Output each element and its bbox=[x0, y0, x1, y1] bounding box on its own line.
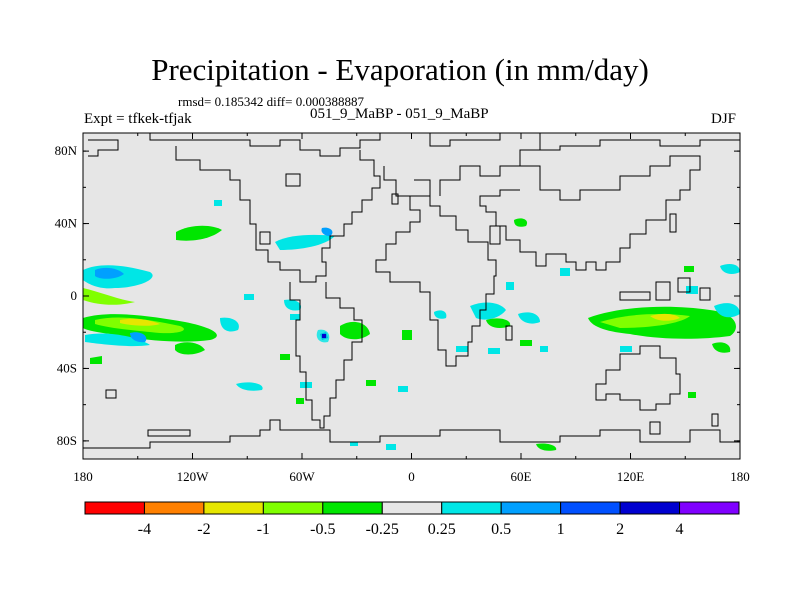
colorbar-label: 1 bbox=[557, 521, 565, 538]
colorbar-label: 4 bbox=[676, 521, 684, 538]
colorbar-label: -4 bbox=[138, 521, 151, 538]
lon-tick-label: 0 bbox=[408, 469, 415, 484]
map-title: Precipitation - Evaporation (in mm/day) bbox=[151, 52, 649, 87]
experiment-label: Expt = tfkek-tfjak bbox=[84, 111, 192, 127]
colorbar-swatch bbox=[679, 501, 740, 515]
colorbar-swatch bbox=[262, 501, 324, 515]
latitude-axis: 80N 40N 0 40S 80S bbox=[55, 143, 740, 448]
lon-tick-label: 120W bbox=[177, 469, 210, 484]
lon-tick-label: 180 bbox=[730, 469, 750, 484]
colorbar-label: -1 bbox=[257, 521, 270, 538]
lon-tick-label: 60E bbox=[511, 469, 532, 484]
lon-tick-label: 60W bbox=[289, 469, 315, 484]
coastlines bbox=[83, 133, 740, 449]
colorbar-label: 0.5 bbox=[491, 521, 511, 538]
colorbar-swatch bbox=[619, 501, 681, 515]
colorbar-swatch bbox=[500, 501, 562, 515]
season-label: DJF bbox=[711, 111, 737, 127]
lat-tick-label: 0 bbox=[71, 288, 78, 303]
colorbar: -4 -2 -1 -0.5 -0.25 0.25 0.5 1 2 4 bbox=[84, 501, 740, 538]
lat-tick-label: 80N bbox=[55, 143, 78, 158]
colorbar-label: -2 bbox=[197, 521, 210, 538]
colorbar-label: -0.5 bbox=[310, 521, 335, 538]
lon-tick-label: 180 bbox=[73, 469, 93, 484]
colorbar-swatch bbox=[381, 501, 443, 515]
lat-tick-label: 40N bbox=[55, 216, 78, 231]
colorbar-swatch bbox=[143, 501, 205, 515]
colorbar-label: 0.25 bbox=[428, 521, 456, 538]
longitude-axis: 180 120W 60W 0 60E 120E 180 bbox=[73, 133, 750, 484]
colorbar-swatch bbox=[203, 501, 264, 515]
case-label: 051_9_MaBP - 051_9_MaBP bbox=[310, 106, 489, 122]
map-panel bbox=[83, 133, 740, 459]
lon-tick-label: 120E bbox=[617, 469, 645, 484]
colorbar-swatch bbox=[441, 501, 502, 515]
colorbar-label: -0.25 bbox=[366, 521, 399, 538]
lat-tick-label: 80S bbox=[57, 433, 77, 448]
stats-label: rmsd= 0.185342 diff= 0.000388887 bbox=[178, 94, 364, 109]
anomaly-fill bbox=[83, 200, 740, 451]
colorbar-swatch bbox=[84, 501, 145, 515]
colorbar-swatch bbox=[560, 501, 621, 515]
colorbar-swatch bbox=[322, 501, 383, 515]
colorbar-label: 2 bbox=[616, 521, 624, 538]
lat-tick-label: 40S bbox=[57, 360, 77, 375]
